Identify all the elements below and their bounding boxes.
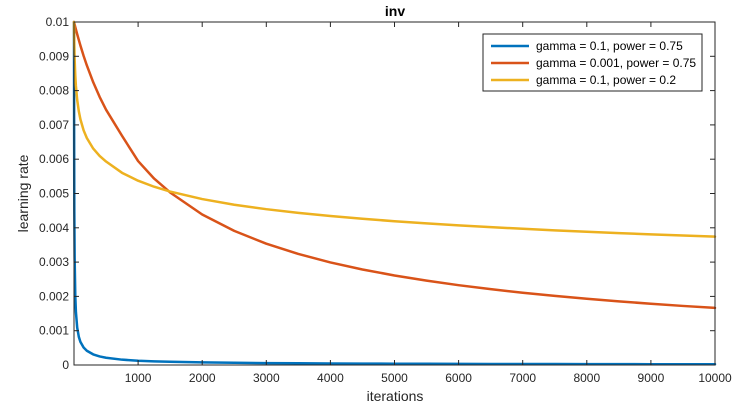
x-tick-label: 5000	[381, 371, 408, 385]
y-tick-label: 0.005	[39, 187, 69, 201]
legend: gamma = 0.1, power = 0.75 gamma = 0.001, …	[482, 33, 703, 92]
x-tick-label: 7000	[509, 371, 536, 385]
y-tick-label: 0.006	[39, 152, 69, 166]
y-axis-label: learning rate	[15, 154, 31, 232]
x-axis-ticks: 1000 2000 3000 4000 5000 6000 7000 8000 9000 1000…	[125, 22, 732, 385]
chart-title: inv	[385, 3, 405, 19]
x-tick-label: 4000	[317, 371, 344, 385]
y-tick-label: 0.007	[39, 118, 69, 132]
x-tick-label: 6000	[445, 371, 472, 385]
series-lines	[72, 20, 717, 366]
x-tick-label: 9000	[638, 371, 665, 385]
y-tick-label: 0	[62, 358, 69, 372]
y-tick-label: 0.01	[46, 15, 70, 29]
y-tick-label: 0.002	[39, 289, 69, 303]
legend-entry-2: gamma = 0.001, power = 0.75	[536, 56, 696, 70]
x-tick-label: 3000	[253, 371, 280, 385]
legend-entry-1: gamma = 0.1, power = 0.75	[536, 39, 683, 53]
x-tick-label: 8000	[573, 371, 600, 385]
y-tick-label: 0.008	[39, 84, 69, 98]
series-line-1	[72, 20, 717, 366]
series-line-3	[72, 20, 717, 238]
y-axis-ticks: 0 0.001 0.002 0.003 0.004 0.005 0.006 0.007 0.00…	[39, 15, 715, 372]
x-tick-label: 10000	[698, 371, 732, 385]
y-tick-label: 0.003	[39, 255, 69, 269]
legend-entry-3: gamma = 0.1, power = 0.2	[536, 73, 676, 87]
x-tick-label: 1000	[125, 371, 152, 385]
y-tick-label: 0.001	[39, 324, 69, 338]
x-tick-label: 2000	[189, 371, 216, 385]
x-axis-label: iterations	[367, 388, 424, 404]
y-tick-label: 0.009	[39, 49, 69, 63]
y-tick-label: 0.004	[39, 221, 69, 235]
